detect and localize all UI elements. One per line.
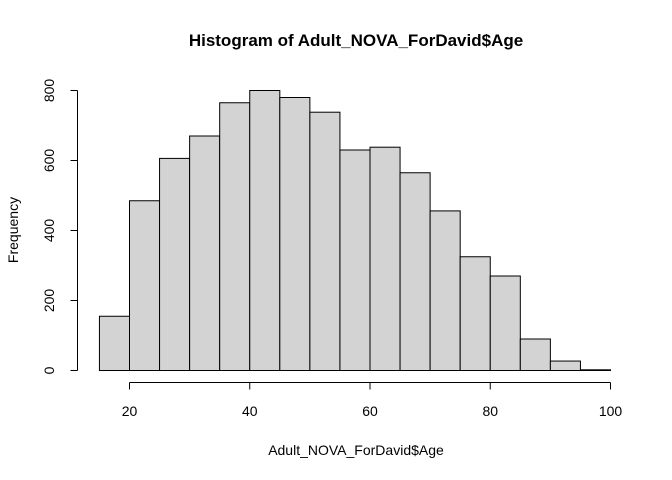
histogram-bar-30-35: [189, 135, 221, 371]
y-tick-label-0: 0: [41, 366, 57, 374]
histogram-bar-35-40: [219, 102, 251, 371]
histogram-bar-80-85: [489, 275, 521, 371]
x-axis: 20 40 60 80 100: [122, 382, 623, 419]
x-tick-label-80: 80: [482, 403, 498, 419]
histogram-bar-55-60: [339, 149, 371, 371]
y-tick-label-200: 200: [41, 289, 57, 313]
x-tick-label-20: 20: [122, 403, 138, 419]
histogram-bar-50-55: [309, 111, 341, 371]
chart-title: Histogram of Adult_NOVA_ForDavid$Age: [189, 31, 523, 50]
histogram-bar-15-20: [98, 315, 130, 371]
histogram-bar-85-90: [519, 338, 551, 371]
y-tick-label-600: 600: [41, 149, 57, 173]
histogram-bar-75-80: [459, 256, 491, 371]
x-tick-label-40: 40: [242, 403, 258, 419]
histogram-bar-95-100: [579, 369, 611, 371]
histogram-bar-40-45: [249, 90, 281, 371]
histogram-bar-20-25: [129, 200, 161, 371]
histogram-bar-45-50: [279, 97, 311, 371]
x-tick-label-100: 100: [599, 403, 623, 419]
histogram-bar-60-65: [369, 146, 401, 371]
y-axis-label: Frequency: [5, 197, 21, 263]
histogram-bar-65-70: [399, 172, 431, 371]
histogram-bar-25-30: [159, 157, 191, 371]
histogram-bar-90-95: [549, 360, 581, 371]
x-axis-label: Adult_NOVA_ForDavid$Age: [268, 442, 444, 458]
y-axis: 0 200 400 600 800: [41, 79, 78, 374]
bars-group: [98, 90, 611, 371]
y-tick-label-800: 800: [41, 79, 57, 103]
histogram-bar-70-75: [429, 210, 461, 371]
y-tick-label-400: 400: [41, 219, 57, 243]
x-tick-label-60: 60: [362, 403, 378, 419]
